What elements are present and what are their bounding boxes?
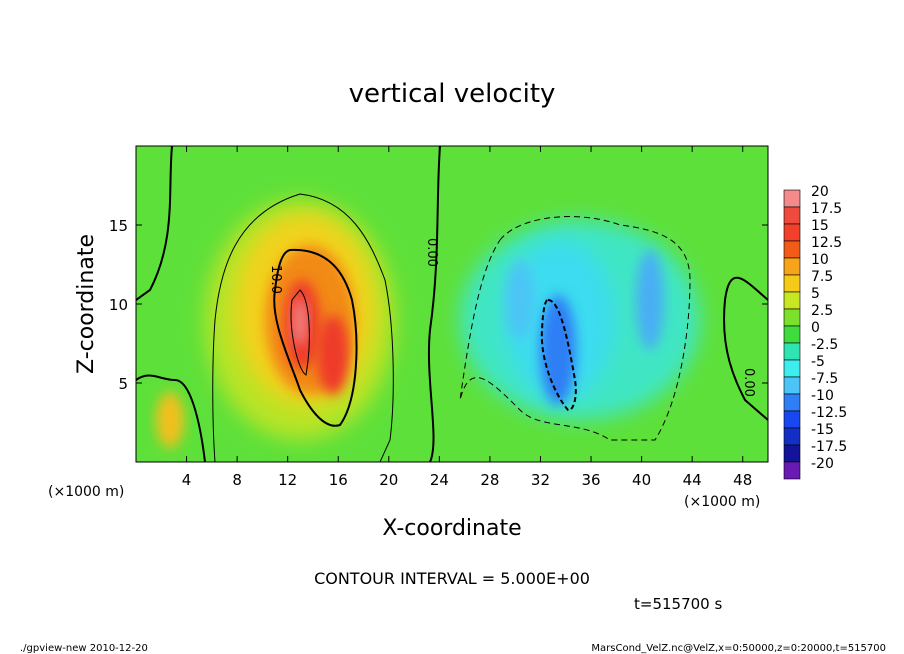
contour-interval: CONTOUR INTERVAL = 5.000E+00 [314,569,590,588]
contour-label-0-right: 0.00 [741,368,756,397]
contour-neg5 [459,216,691,441]
footer-left: ./gpview-new 2010-12-20 [20,643,148,654]
colorbar-label: -7.5 [811,371,838,387]
colorbar-swatch [783,444,801,463]
colorbar-swatch [783,206,801,225]
contour-5 [212,193,394,462]
updraft-secondary [317,315,349,395]
colorbar-swatch [783,274,801,293]
colorbar-swatch [783,359,801,378]
contour-zero-mid [427,146,441,462]
x-tick-label: 12 [278,471,297,489]
colorbar-label: 5 [811,286,820,302]
colorbar-label: 0 [811,320,820,336]
x-axis-label: X-coordinate [382,516,521,541]
downdraft-core [540,295,576,405]
time-stamp: t=515700 s [634,595,722,613]
x-axis-unit-right: (×1000 m) [684,494,760,510]
colorbar-swatch [783,325,801,344]
colorbar-swatch [783,427,801,446]
weak-updraft [156,392,184,448]
colorbar-label: 7.5 [811,269,833,285]
colorbar-label: -2.5 [811,337,838,353]
contour-label-0-mid: 0.00 [424,238,439,267]
contour-label-10: 10.0 [268,265,283,294]
plot-area: 10.0 0.00 0.00 [136,146,768,462]
y-axis-ticks: 5 10 15 [109,217,768,393]
contour-zero-right [723,276,768,421]
contour-lines [136,146,768,462]
colorbar-label: 17.5 [811,201,842,217]
colorbar-label: 2.5 [811,303,833,319]
downdraft-secondary [636,250,664,350]
x-tick-label: 16 [329,471,348,489]
colorbar-label: -20 [811,456,834,472]
contour-labels: 10.0 0.00 0.00 [268,238,756,397]
colorbar-swatch [783,257,801,276]
y-axis-label: Z-coordinate [74,234,99,374]
colorbar-swatch [783,376,801,395]
contour-10 [273,248,358,427]
contour-zero-left [136,146,173,301]
colorbar-swatch [783,410,801,429]
colorbar-swatch [783,240,801,259]
contour-15 [290,289,310,376]
colorbar-label: -12.5 [811,405,847,421]
contour-neg10 [540,298,577,412]
chart-title: vertical velocity [349,79,556,109]
colorbar-label: 20 [811,184,829,200]
x-tick-label: 36 [581,471,600,489]
y-tick-label: 5 [118,375,128,393]
downdraft-tertiary [506,260,534,340]
y-tick-label: 10 [109,296,128,314]
x-axis-ticks: 4 8 12 16 20 24 28 32 36 40 44 48 [182,146,752,489]
colorbar-label: -15 [811,422,834,438]
colorbar-swatch [783,223,801,242]
colorbar-label: 10 [811,252,829,268]
updraft-core-max [292,298,308,346]
colorbar-label: 15 [811,218,829,234]
colorbar-label: -17.5 [811,439,847,455]
contour-zero-bottom [136,374,206,462]
colorbar-swatch [783,308,801,327]
x-tick-label: 4 [182,471,192,489]
colorbar-swatch [783,189,801,208]
colorbar-swatch [783,393,801,412]
footer-right: MarsCond_VelZ.nc@VelZ,x=0:50000,z=0:2000… [591,643,886,654]
y-tick-label: 15 [109,217,128,235]
x-tick-label: 20 [379,471,398,489]
colorbar-label: -10 [811,388,834,404]
x-tick-label: 24 [430,471,449,489]
colorbar-swatch [783,291,801,310]
x-tick-label: 48 [733,471,752,489]
colorbar-swatch [783,461,801,480]
colorbar-label: 12.5 [811,235,842,251]
x-axis-unit-left: (×1000 m) [48,484,124,500]
x-tick-label: 8 [232,471,242,489]
colorbar: 2017.51512.5107.552.50-2.5-5-7.5-10-12.5… [783,184,847,480]
colorbar-label: -5 [811,354,825,370]
x-tick-label: 28 [480,471,499,489]
x-tick-label: 32 [531,471,550,489]
velocity-field [156,200,700,448]
colorbar-swatch [783,342,801,361]
x-tick-label: 44 [683,471,702,489]
x-tick-label: 40 [632,471,651,489]
